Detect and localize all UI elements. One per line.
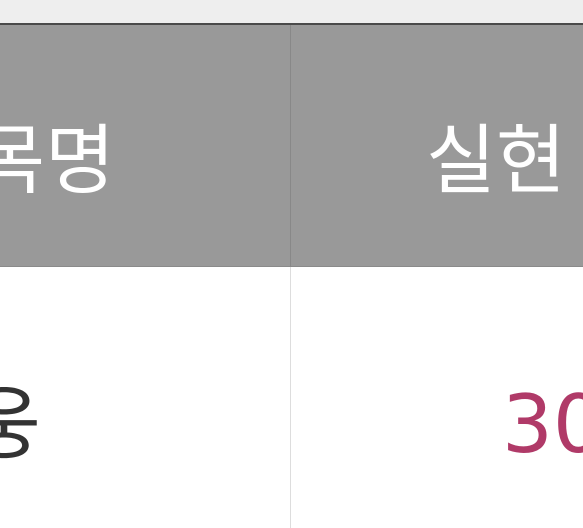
table-row[interactable]: 웅 30 xyxy=(0,267,583,528)
table-header-row: 목명 실현 xyxy=(0,25,583,267)
column-header-item-name[interactable]: 목명 xyxy=(0,25,291,266)
column-divider xyxy=(290,267,291,528)
data-table: 목명 실현 웅 30 xyxy=(0,25,583,528)
column-header-label: 실현 xyxy=(426,116,566,205)
column-header-label: 목명 xyxy=(0,116,115,205)
table-cell-realized: 30 xyxy=(291,267,583,528)
column-header-realized[interactable]: 실현 xyxy=(291,25,583,266)
cell-text: 웅 xyxy=(0,378,41,471)
column-divider xyxy=(290,25,291,267)
table-cell-item-name: 웅 xyxy=(0,267,291,528)
cell-value: 30 xyxy=(502,378,583,471)
top-bar xyxy=(0,0,583,25)
